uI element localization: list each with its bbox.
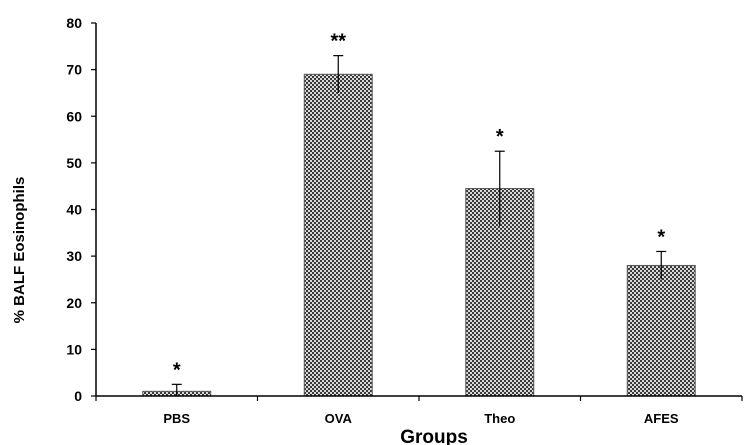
x-category-label-ova: OVA <box>325 411 353 426</box>
bars-group <box>142 73 696 397</box>
significance-marker-afes: * <box>657 226 665 248</box>
x-category-label-afes: AFES <box>644 411 679 426</box>
x-axis-title: Groups <box>400 427 468 445</box>
significance-marker-theo: * <box>496 126 504 148</box>
y-tick-label: 30 <box>66 248 82 264</box>
y-axis-ticks: 0 10 20 30 40 50 60 70 80 <box>66 15 96 404</box>
y-tick-label: 10 <box>66 341 82 357</box>
x-category-label-theo: Theo <box>484 411 515 426</box>
significance-markers-group: ***** <box>173 31 666 382</box>
y-tick-label: 0 <box>74 388 82 404</box>
y-tick-label: 80 <box>66 15 82 31</box>
y-tick-label: 20 <box>66 295 82 311</box>
x-category-label-pbs: PBS <box>163 411 190 426</box>
y-tick-label: 60 <box>66 108 82 124</box>
x-axis-labels: PBS OVA Theo AFES <box>95 396 743 426</box>
significance-marker-pbs: * <box>173 359 181 381</box>
y-tick-label: 40 <box>66 202 82 218</box>
error-bars-group <box>171 55 667 396</box>
y-axis-title: % BALF Eosinophils <box>11 177 28 324</box>
significance-marker-ova: ** <box>330 31 346 53</box>
y-tick-label: 50 <box>66 155 82 171</box>
y-tick-label: 70 <box>66 62 82 78</box>
bar-afes <box>626 264 696 397</box>
bar-ova <box>303 73 373 397</box>
